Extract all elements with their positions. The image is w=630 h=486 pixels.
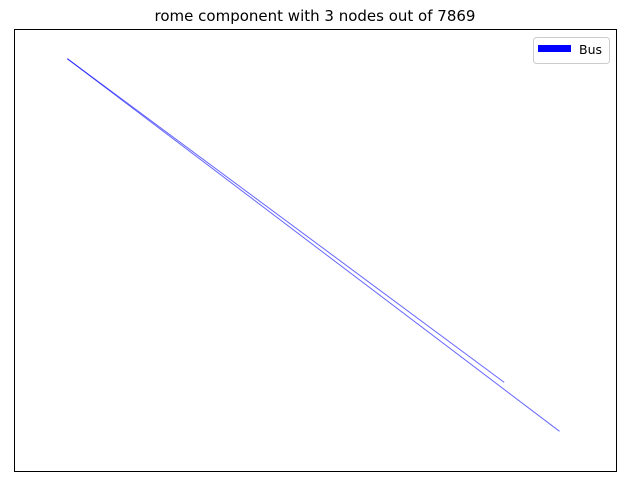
chart-title: rome component with 3 nodes out of 7869: [154, 7, 476, 25]
plot-area-frame: [14, 29, 617, 472]
edges-layer: [66, 58, 560, 432]
edge-line-1: [66, 58, 505, 383]
legend-swatch-bus: [538, 45, 571, 52]
legend-label-bus: Bus: [579, 42, 602, 57]
legend-frame: [533, 37, 610, 64]
edge-line-2: [66, 58, 560, 432]
legend: Bus: [533, 37, 610, 64]
